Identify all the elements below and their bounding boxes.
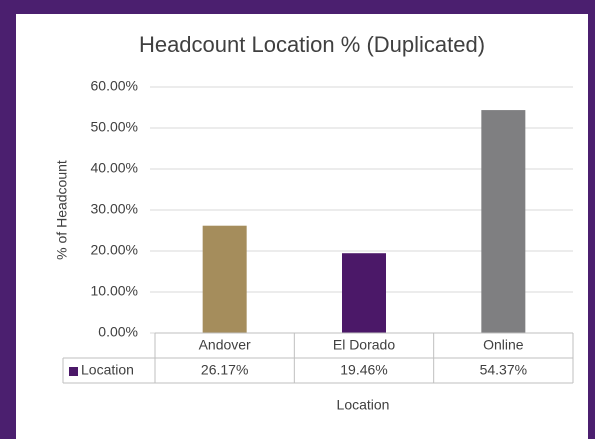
y-tick-label: 40.00% <box>91 160 138 176</box>
bar <box>202 225 247 333</box>
table-value: 19.46% <box>340 362 387 378</box>
x-tick-label: El Dorado <box>333 337 395 353</box>
y-tick-label: 20.00% <box>91 242 138 258</box>
chart-title: Headcount Location % (Duplicated) <box>139 32 485 57</box>
y-tick-label: 50.00% <box>91 119 138 135</box>
x-tick-label: Andover <box>199 337 251 353</box>
y-tick-label: 60.00% <box>91 78 138 94</box>
table-value: 26.17% <box>201 362 248 378</box>
legend-label: Location <box>81 362 134 378</box>
x-tick-label: Online <box>483 337 524 353</box>
y-tick-label: 30.00% <box>91 201 138 217</box>
y-tick-label: 0.00% <box>98 324 138 340</box>
bar <box>481 110 526 333</box>
y-tick-label: 10.00% <box>91 283 138 299</box>
table-value: 54.37% <box>480 362 527 378</box>
legend-key <box>69 367 78 376</box>
y-axis-title: % of Headcount <box>54 160 70 260</box>
x-axis-title: Location <box>337 397 390 413</box>
bar <box>342 253 386 333</box>
